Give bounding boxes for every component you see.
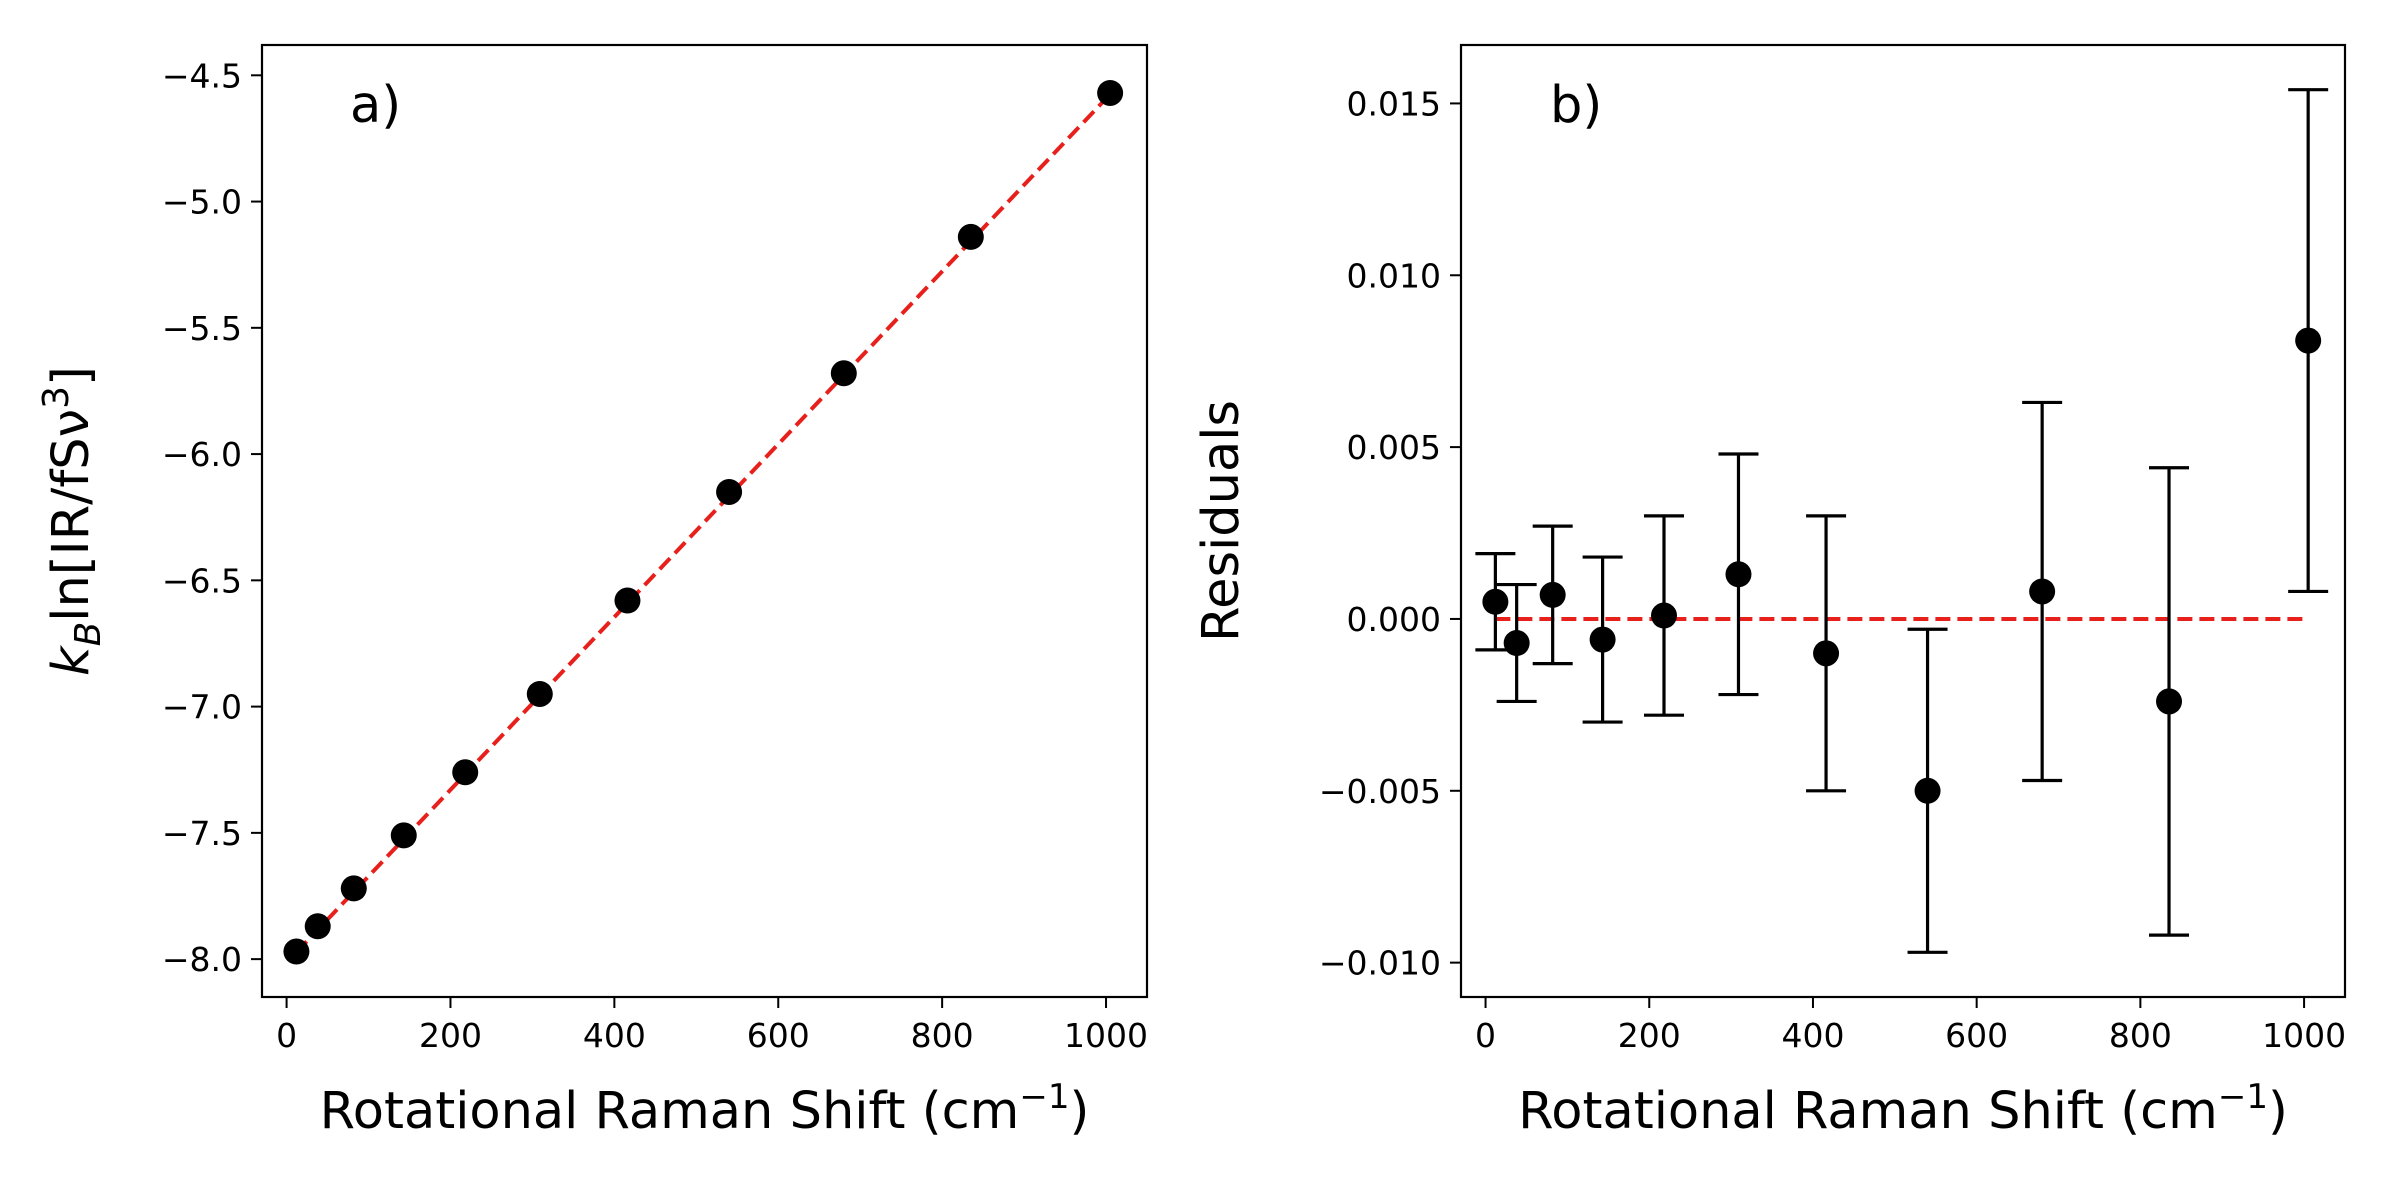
- data-point: [716, 478, 743, 505]
- y-tick-label: −7.5: [162, 814, 242, 853]
- data-point: [1539, 581, 1566, 608]
- y-axis-label-mid: ln[IR/fSν: [42, 409, 101, 622]
- data-point: [830, 360, 857, 387]
- y-tick-label: −7.0: [162, 688, 242, 727]
- y-tick-label: −0.005: [1319, 772, 1441, 811]
- x-axis-label-superscript: −1: [1019, 1077, 1069, 1117]
- y-tick-label: −5.0: [162, 183, 242, 222]
- y-tick-label: 0.005: [1347, 428, 1441, 467]
- data-point: [2029, 578, 2056, 605]
- x-tick-label: 0: [276, 1016, 297, 1055]
- data-point: [1813, 640, 1840, 667]
- data-point: [340, 875, 367, 902]
- data-point: [390, 822, 417, 849]
- data-point: [526, 680, 553, 707]
- fit-line: [294, 92, 1112, 954]
- x-tick-label: 200: [419, 1016, 482, 1055]
- panel-a: 0 200 400 600 800 1000 −8.0 −7.5 −7.0 −6.5 −6.0 −5.…: [36, 43, 1149, 1141]
- data-point: [1650, 602, 1677, 629]
- x-tick-label: 800: [2109, 1016, 2172, 1055]
- plot-frame: [260, 43, 1149, 999]
- y-axis-label: kBln[IR/fSν3]: [36, 366, 109, 676]
- x-axis-label: Rotational Raman Shift (cm−1): [320, 1077, 1090, 1141]
- y-tick-label: −8.0: [162, 940, 242, 979]
- data-point: [1914, 777, 1941, 804]
- x-tick-label: 400: [583, 1016, 646, 1055]
- x-axis-label-superscript: −1: [2218, 1077, 2268, 1117]
- data-point: [452, 759, 479, 786]
- data-point: [2295, 327, 2322, 354]
- x-tick-label: 600: [1945, 1016, 2008, 1055]
- y-axis-label: Residuals: [1192, 400, 1251, 642]
- y-axis-label-superscript: 3: [36, 386, 77, 409]
- y-axis-label-end: ]: [42, 366, 101, 386]
- y-tick-label: 0.015: [1347, 84, 1441, 123]
- x-axis-label-main: Rotational Raman Shift (cm: [320, 1082, 1020, 1141]
- data-point: [304, 913, 331, 940]
- y-tick-label: 0.010: [1347, 256, 1441, 295]
- panel-label: b): [1550, 76, 1602, 135]
- data-point: [1097, 79, 1124, 106]
- data-point: [1503, 630, 1530, 657]
- y-tick-label: −4.5: [162, 56, 242, 95]
- y-axis-label-k: k: [42, 644, 101, 676]
- y-tick-label: −6.0: [162, 435, 242, 474]
- y-axis-label-subscript: B: [68, 622, 109, 647]
- panel-label: a): [350, 76, 401, 135]
- data-point: [2156, 688, 2183, 715]
- y-tick-label: 0.000: [1347, 600, 1441, 639]
- x-tick-label: 0: [1475, 1016, 1496, 1055]
- x-tick-label: 1000: [1064, 1016, 1148, 1055]
- x-axis-label: Rotational Raman Shift (cm−1): [1518, 1077, 2288, 1141]
- panel-b: 0 200 400 600 800 1000 −0.010 −0.005 0.000 0.005 0…: [1192, 43, 2347, 1141]
- data-point: [283, 938, 310, 965]
- y-tick-label: −0.010: [1319, 944, 1441, 983]
- data-point: [1589, 626, 1616, 653]
- y-tick-label: −5.5: [162, 309, 242, 348]
- data-point: [614, 587, 641, 614]
- x-tick-label: 1000: [2262, 1016, 2346, 1055]
- x-tick-label: 200: [1618, 1016, 1681, 1055]
- x-tick-label: 600: [747, 1016, 810, 1055]
- data-point: [957, 223, 984, 250]
- x-axis-label-main: Rotational Raman Shift (cm: [1518, 1082, 2218, 1141]
- x-axis-label-end: ): [2268, 1082, 2288, 1141]
- data-point: [1482, 588, 1509, 615]
- data-point: [1725, 561, 1752, 588]
- x-tick-label: 400: [1781, 1016, 1844, 1055]
- x-tick-label: 800: [911, 1016, 974, 1055]
- y-tick-label: −6.5: [162, 561, 242, 600]
- x-axis-label-end: ): [1069, 1082, 1089, 1141]
- plot-frame: [1459, 43, 2347, 999]
